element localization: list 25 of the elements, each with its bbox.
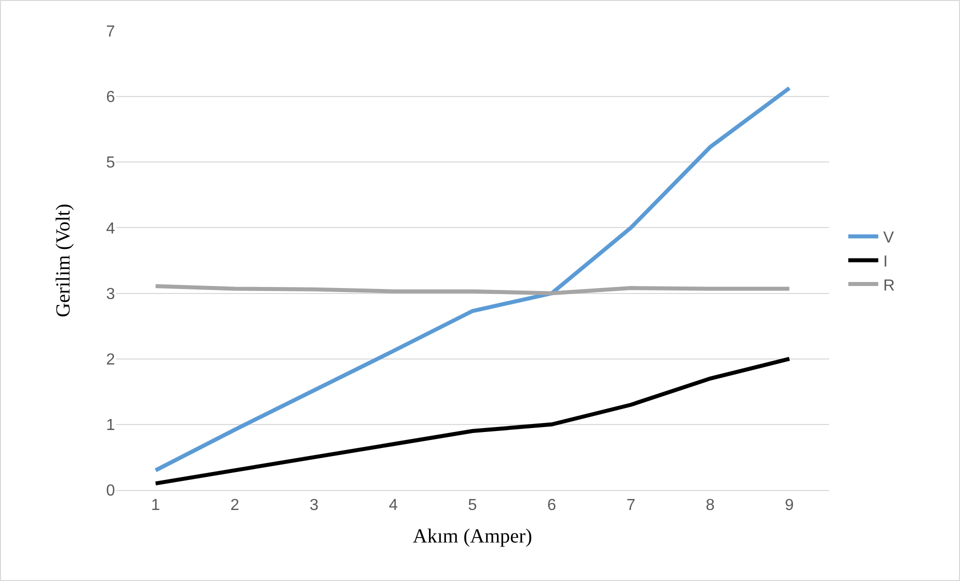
y-tick-label: 6 xyxy=(106,89,116,106)
x-tick-label: 7 xyxy=(626,497,636,514)
x-tick-label: 2 xyxy=(230,497,240,514)
y-tick-label: 3 xyxy=(106,286,116,303)
legend-label: R xyxy=(883,277,895,294)
x-tick-label: 5 xyxy=(468,497,478,514)
x-tick-label: 3 xyxy=(310,497,319,514)
x-tick-label: 9 xyxy=(784,497,794,514)
y-tick-label: 4 xyxy=(106,220,116,238)
y-axis-title: Gerilim (Volt) xyxy=(52,204,75,318)
y-tick-label: 1 xyxy=(106,417,116,434)
x-tick-label: 4 xyxy=(388,497,398,514)
x-tick-label: 1 xyxy=(151,497,160,514)
x-tick-label: 8 xyxy=(706,497,715,514)
line-series xyxy=(154,284,792,296)
x-axis-title: Akım (Amper) xyxy=(412,526,532,548)
line-series xyxy=(154,86,792,472)
legend-label: I xyxy=(883,253,888,270)
y-tick-label: 2 xyxy=(106,351,116,368)
x-tick-label: 6 xyxy=(547,497,556,514)
y-tick-label: 0 xyxy=(106,482,116,500)
y-tick-label: 5 xyxy=(106,154,116,172)
legend-label: V xyxy=(883,230,894,247)
y-tick-label: 7 xyxy=(106,24,116,41)
line-series xyxy=(154,356,792,486)
